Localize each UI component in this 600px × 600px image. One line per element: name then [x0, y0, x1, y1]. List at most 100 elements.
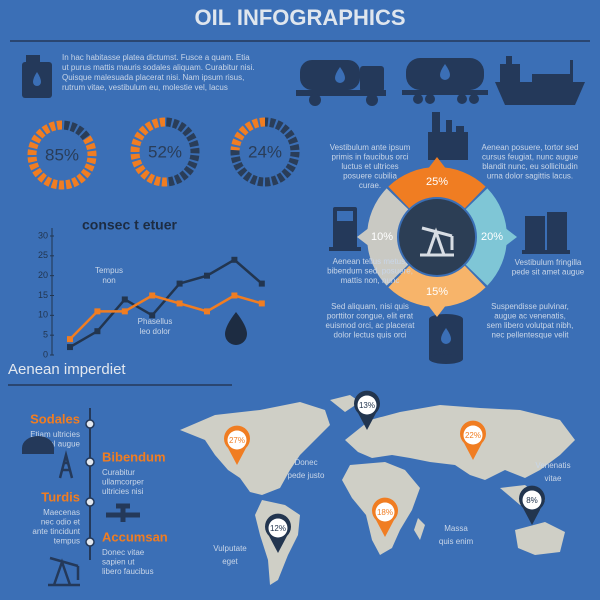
gauge-arc	[27, 120, 97, 190]
barrel-icon	[429, 314, 463, 364]
ring-segment	[367, 188, 409, 286]
y-tick-label: 5	[43, 330, 48, 340]
paragraph-line: non	[102, 276, 115, 285]
point	[204, 308, 210, 315]
map-pin-center	[522, 490, 542, 510]
paragraph-line: cursus feugiat, nunc augue	[482, 153, 579, 162]
point	[231, 292, 238, 299]
ring-label: 15%	[426, 286, 448, 298]
paragraph-line: leo dolor	[140, 327, 171, 336]
paragraph-line: Tempus	[95, 266, 123, 275]
paragraph-line: Aenean tellus metus,	[333, 257, 408, 266]
gauge-label: 52%	[148, 142, 182, 161]
content: In hac habitasse platea dictumst. Fusce …	[8, 53, 585, 587]
y-tick-label: 10	[38, 310, 48, 320]
paragraph-line: nec odio et	[41, 518, 81, 527]
map-pin-center	[463, 425, 483, 445]
point	[94, 328, 101, 335]
paragraph-line: Maecenas	[43, 508, 80, 517]
paragraph-line: pede sit amet augue	[512, 268, 585, 277]
paragraph-line: primis in faucibus orci	[332, 153, 409, 162]
ring-arrow	[501, 225, 517, 249]
paragraph-line: mattis non, nunc	[341, 276, 400, 285]
gauge-arc	[230, 117, 266, 151]
valve-icon	[106, 503, 140, 522]
paragraph-line: quis enim	[439, 537, 474, 546]
point	[176, 280, 183, 287]
gauge-remainder	[230, 117, 300, 187]
gauge-remainder	[164, 117, 200, 187]
map-pin-center	[357, 395, 377, 415]
gauge-label: 24%	[248, 142, 282, 161]
section-title: Aenean imperdiet	[8, 361, 126, 378]
paragraph-line: dolor lectus quis orci	[334, 331, 407, 340]
point	[204, 272, 210, 279]
ring-arrow	[357, 225, 373, 249]
map-pin-label: 12%	[270, 524, 286, 533]
paragraph-line: Vestibulum fringilla	[515, 258, 582, 267]
map-pin-label: 8%	[526, 496, 538, 505]
map-pin-center	[227, 430, 247, 450]
paragraph-line: blandit nunc, eu sollicitudin	[482, 162, 578, 171]
paragraph-line: Venenatis	[535, 461, 570, 470]
paragraph-line: tempus	[54, 537, 80, 546]
drop-icon	[225, 312, 247, 345]
ring-arrow	[425, 301, 449, 317]
chart-title: consec t etuer	[82, 217, 177, 233]
paragraph-line: Quisque malesuada placerat nisi. Nam ips…	[62, 73, 244, 82]
derrick-icon	[58, 450, 74, 479]
rail-tank-icon	[402, 58, 488, 104]
paragraph-line: nisi vel augue	[31, 440, 80, 449]
point	[258, 300, 265, 307]
tanker-ship-icon	[495, 56, 585, 105]
map-pin-center	[268, 518, 288, 538]
paragraph-line: Etiam ultricies	[30, 430, 80, 439]
map-pin-center	[375, 502, 395, 522]
paragraph-line: Suspendisse pulvinar,	[491, 302, 569, 311]
timeline-dot	[85, 497, 95, 507]
ring-segment	[465, 188, 507, 286]
ring-label: 20%	[481, 231, 503, 243]
paragraph-line: eget	[222, 557, 238, 566]
point	[94, 308, 101, 315]
paragraph-line: Vulputate	[213, 544, 247, 553]
map-pin-label: 18%	[377, 508, 393, 517]
point	[67, 336, 73, 343]
paragraph-line: augue ac venenatis,	[494, 312, 566, 321]
paragraph-line: vitae	[545, 474, 562, 483]
paragraph-line: Vestibulum ante ipsum	[330, 143, 411, 152]
paragraph-line: sapien ut	[102, 558, 135, 567]
timeline-dot	[85, 419, 95, 429]
timeline-heading: Turdis	[41, 489, 80, 504]
paragraph-line: Massa	[444, 524, 468, 533]
point	[258, 280, 265, 287]
y-tick-label: 20	[38, 270, 48, 280]
gauge-remainder	[61, 120, 90, 141]
point	[231, 256, 238, 263]
ring-arrow	[425, 157, 449, 173]
pumpjack-small-icon	[48, 556, 80, 587]
ring-segment	[388, 265, 486, 307]
storage-tanks-icon	[522, 212, 570, 254]
paragraph-line: Curabitur	[102, 468, 135, 477]
point	[176, 300, 183, 307]
paragraph-line: nec pellentesque velit	[492, 331, 570, 340]
timeline-dot	[85, 457, 95, 467]
page-title: OIL INFOGRAPHICS	[194, 5, 405, 30]
point	[121, 296, 128, 303]
tanker-truck-icon	[296, 60, 386, 106]
y-tick-label: 0	[43, 349, 48, 359]
paragraph-line: bibendum sed, posuere,	[327, 267, 413, 276]
ring-segment	[388, 166, 486, 209]
ring-label: 10%	[371, 231, 393, 243]
paragraph-line: Phasellus	[138, 317, 173, 326]
paragraph-line: Sed aliquam, nisi quis	[331, 302, 409, 311]
map-pin-label: 27%	[229, 436, 245, 445]
paragraph-line: Aenean posuere, tortor sed	[482, 143, 579, 152]
point	[149, 312, 156, 319]
series-line	[69, 294, 263, 341]
paragraph-line: euismod orci, ac placerat	[326, 321, 416, 330]
paragraph-line: libero faucibus	[102, 567, 154, 576]
